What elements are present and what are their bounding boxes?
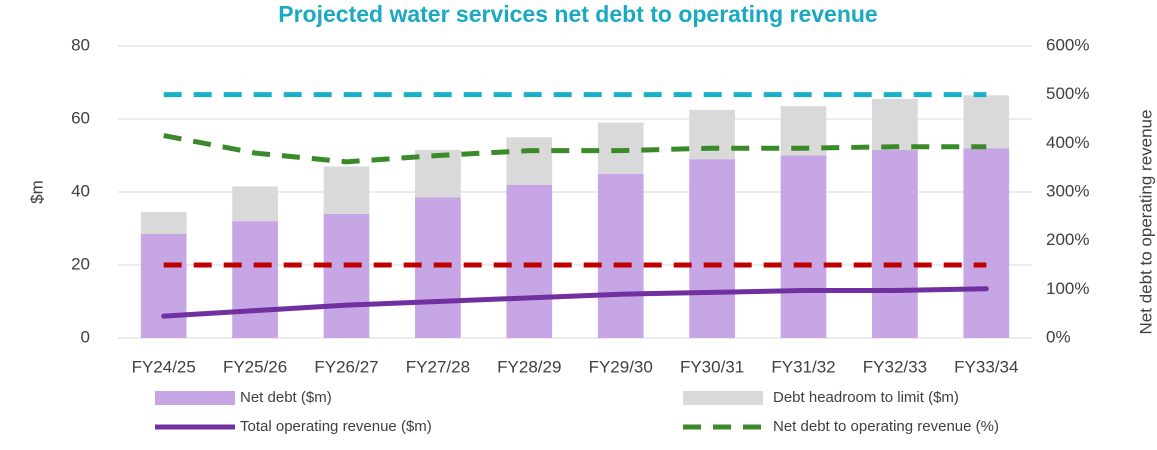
y2-tick-label: 600% xyxy=(1046,35,1089,54)
x-tick-label: FY33/34 xyxy=(954,357,1018,376)
bar xyxy=(689,159,735,338)
legend-label: Debt headroom to limit ($m) xyxy=(773,389,959,406)
x-tick-label: FY29/30 xyxy=(589,357,653,376)
legend-label: Net debt ($m) xyxy=(240,389,332,406)
y2-tick-label: 500% xyxy=(1046,84,1089,103)
y-tick-label: 40 xyxy=(71,181,90,200)
bar xyxy=(323,166,370,214)
dashed-line xyxy=(163,133,987,165)
y-axis-title: $m xyxy=(27,180,46,204)
x-tick-label: FY26/27 xyxy=(314,357,378,376)
line xyxy=(161,286,989,319)
bar xyxy=(140,233,187,338)
bar xyxy=(506,137,553,185)
y-tick-label: 60 xyxy=(71,108,90,127)
y2-tick-label: 200% xyxy=(1046,230,1089,249)
bar xyxy=(597,173,644,338)
x-tick-label: FY27/28 xyxy=(406,357,470,376)
legend-swatch xyxy=(155,391,235,405)
bar xyxy=(963,148,1010,338)
bar xyxy=(415,197,461,338)
legend-swatch xyxy=(683,391,763,405)
x-tick-label: FY31/32 xyxy=(771,357,835,376)
y-tick-label: 80 xyxy=(71,35,90,54)
x-tick-label: FY32/33 xyxy=(863,357,927,376)
bar xyxy=(232,221,278,338)
x-tick-label: FY28/29 xyxy=(497,357,561,376)
y-tick-label: 0 xyxy=(81,327,90,346)
bar xyxy=(506,184,553,338)
y2-tick-label: 400% xyxy=(1046,133,1089,152)
y2-tick-label: 100% xyxy=(1046,279,1089,298)
x-tick-label: FY24/25 xyxy=(132,357,196,376)
bar xyxy=(872,98,918,151)
bar xyxy=(323,213,370,338)
x-tick-label: FY25/26 xyxy=(223,357,287,376)
bar xyxy=(689,109,735,160)
y2-tick-label: 300% xyxy=(1046,181,1089,200)
bar xyxy=(780,155,827,338)
bar xyxy=(140,212,187,234)
x-tick-label: FY30/31 xyxy=(680,357,744,376)
chart-title: Projected water services net debt to ope… xyxy=(278,1,877,27)
bar xyxy=(963,95,1010,149)
legend-label: Total operating revenue ($m) xyxy=(240,418,432,435)
bar xyxy=(872,150,918,338)
y-tick-label: 20 xyxy=(71,254,90,273)
y2-tick-label: 0% xyxy=(1046,327,1071,346)
bar xyxy=(232,186,278,222)
y2-axis-title: Net debt to operating revenue xyxy=(1136,110,1155,335)
legend-label: Net debt to operating revenue (%) xyxy=(773,418,999,435)
